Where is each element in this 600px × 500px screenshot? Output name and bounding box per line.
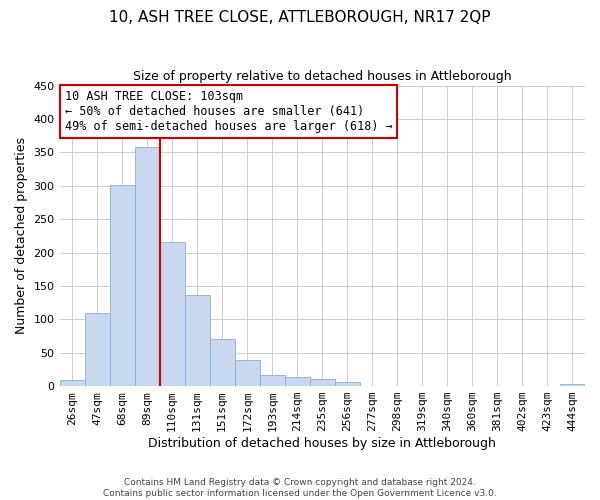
Bar [260, 376, 285, 386]
Bar [235, 360, 260, 386]
Bar [85, 314, 110, 386]
Y-axis label: Number of detached properties: Number of detached properties [15, 138, 28, 334]
Bar [185, 294, 209, 386]
Bar [160, 242, 185, 386]
Bar [59, 380, 85, 386]
Text: 10, ASH TREE CLOSE, ATTLEBOROUGH, NR17 2QP: 10, ASH TREE CLOSE, ATTLEBOROUGH, NR17 2… [109, 10, 491, 25]
Bar [134, 147, 160, 386]
Text: 10 ASH TREE CLOSE: 103sqm
← 50% of detached houses are smaller (641)
49% of semi: 10 ASH TREE CLOSE: 103sqm ← 50% of detac… [65, 90, 392, 133]
Bar [110, 185, 134, 386]
Bar [335, 382, 360, 386]
Title: Size of property relative to detached houses in Attleborough: Size of property relative to detached ho… [133, 70, 512, 83]
Bar [209, 340, 235, 386]
X-axis label: Distribution of detached houses by size in Attleborough: Distribution of detached houses by size … [148, 437, 496, 450]
Bar [285, 378, 310, 386]
Text: Contains HM Land Registry data © Crown copyright and database right 2024.
Contai: Contains HM Land Registry data © Crown c… [103, 478, 497, 498]
Bar [560, 384, 585, 386]
Bar [310, 380, 335, 386]
